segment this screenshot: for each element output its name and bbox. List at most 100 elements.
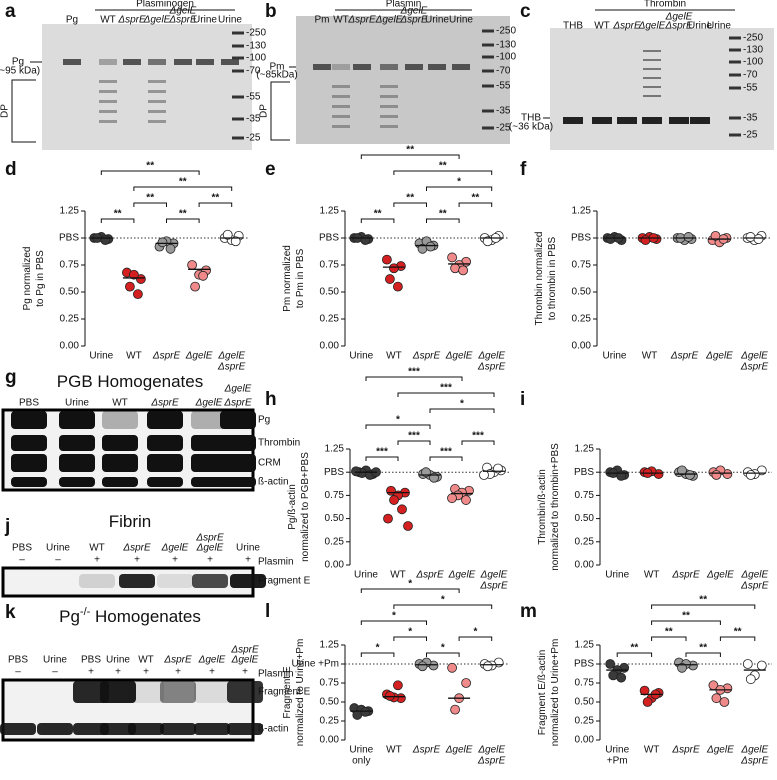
significance-bracket: [651, 636, 687, 641]
x-tick-label: Urine: [605, 570, 629, 581]
data-point: [458, 265, 469, 276]
lane-label: ΔsprE: [664, 21, 693, 32]
gel-band: [669, 117, 689, 124]
ladder-band: [232, 31, 244, 35]
x-tick-label: WT: [386, 745, 402, 756]
significance-label: *: [392, 611, 396, 622]
y-title-line: Fragment E/ß-actin: [537, 650, 548, 736]
ladder-band: [729, 60, 741, 64]
blot-band: [220, 411, 256, 429]
blot-title: Pg-/- Homogenates: [59, 606, 201, 627]
treatment-label: Plasmin: [258, 669, 294, 680]
significance-bracket: [651, 620, 721, 625]
significance-label: *: [460, 399, 464, 410]
y-tick-label: 0.00: [320, 735, 340, 746]
y-tick-label: 0.75: [575, 490, 595, 501]
marker-size: (~36 kDa): [509, 122, 553, 133]
y-tick-label: 0.00: [575, 735, 595, 746]
data-point: [360, 235, 371, 246]
gel-band: [380, 85, 398, 88]
lane-label: ΔgelE: [375, 15, 403, 26]
gel-band: [380, 64, 398, 70]
significance-label: **: [699, 595, 707, 606]
significance-label: **: [439, 209, 447, 220]
data-point: [392, 281, 403, 292]
gel-band: [99, 100, 117, 103]
title-part: -/-: [80, 606, 91, 618]
data-point: [450, 704, 461, 715]
lane-label: ΔgelE: [400, 6, 428, 17]
significance-bracket: [393, 636, 427, 641]
data-point: [605, 659, 616, 669]
treatment-sign: –: [52, 667, 58, 678]
significance-label: **: [212, 193, 220, 204]
lane-label: Urine: [688, 21, 712, 32]
blot-band: [227, 681, 263, 703]
gel-band: [332, 95, 350, 98]
lane-label: ΔgelE: [665, 12, 693, 23]
data-point: [384, 691, 395, 701]
blot-band: [102, 477, 138, 487]
data-point: [187, 260, 198, 270]
y-tick-label: 0.75: [575, 678, 595, 689]
gel-band: [380, 125, 398, 128]
lane-label: Urine: [43, 655, 67, 666]
lane-label: WT: [100, 15, 116, 26]
significance-bracket: [393, 202, 427, 207]
data-point: [711, 693, 722, 704]
blot-band: [191, 454, 227, 472]
gel-band: [99, 59, 117, 65]
gel-band: [690, 117, 710, 124]
y-axis-title: Thrombin/ß-actin normalized to thrombin+P…: [537, 443, 561, 571]
row-label: Fragment E: [258, 687, 311, 698]
y-title-line: to Pm in PBS: [295, 248, 306, 308]
significance-bracket: [429, 408, 495, 413]
treatment-sign: +: [88, 667, 94, 678]
blot-band: [128, 681, 164, 703]
x-tick-label: WT: [644, 745, 660, 756]
y-tick-label: 1.25: [575, 444, 595, 455]
blot-band: [147, 477, 183, 487]
y-tick-label: 0.25: [572, 314, 592, 325]
significance-label: *: [396, 415, 400, 426]
x-tick-label: +Pm: [607, 756, 628, 767]
lane-label: PBS: [19, 398, 39, 409]
gel-band: [643, 86, 661, 88]
lane-label: Urine: [65, 398, 89, 409]
gel-band: [99, 90, 117, 93]
x-tick-label: only: [352, 756, 370, 767]
lane-label: ΔsprE: [122, 543, 151, 554]
data-point: [756, 660, 767, 671]
gel-band: [643, 59, 661, 61]
marker-label: Pm: [270, 62, 285, 73]
gel-band: [353, 64, 371, 70]
y-tick-label: PBS: [59, 233, 79, 244]
row-label: Pg: [258, 415, 270, 426]
x-tick-label: ΔgelE: [477, 745, 505, 756]
data-point: [157, 237, 168, 248]
significance-label: **: [631, 643, 639, 654]
significance-bracket: [458, 636, 493, 641]
gel-band: [642, 117, 662, 124]
x-tick-label: ΔgelE: [705, 351, 733, 362]
lane-label: ΔgelE: [231, 655, 259, 666]
y-tick-label: 0.50: [320, 287, 340, 298]
y-tick-label: 0.50: [575, 513, 595, 524]
blot-band: [119, 574, 155, 588]
y-axis-title: Pg/ß-actin normalized to PGB+PBS: [287, 452, 311, 562]
significance-bracket: [458, 202, 493, 207]
lane-label: ΔsprE: [195, 533, 224, 544]
blot-band: [160, 681, 196, 703]
y-tick-label: 0.50: [572, 287, 592, 298]
data-point: [742, 659, 753, 669]
significance-label: **: [699, 643, 707, 654]
y-tick-label: 0.75: [320, 678, 340, 689]
ladder-label: -100: [496, 52, 516, 63]
lane-label: ΔsprE: [399, 15, 428, 26]
panel-letter: l: [265, 601, 270, 622]
ladder-label: -70: [743, 70, 758, 81]
ladder-band: [232, 136, 244, 140]
gel-band: [148, 59, 166, 65]
x-tick-label: ΔsprE: [740, 581, 769, 592]
